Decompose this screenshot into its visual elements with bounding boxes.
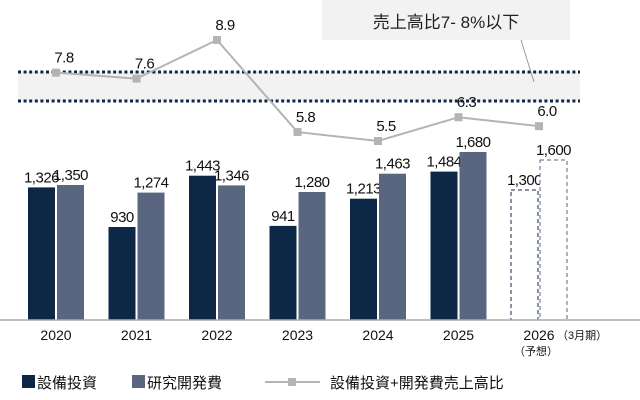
bar-capex-2021 [108, 227, 136, 320]
callout-box [322, 0, 570, 40]
ratio-point-2026 [535, 122, 543, 131]
x-tick-2024: 2024 [362, 327, 393, 343]
label-capex-2023: 941 [271, 208, 295, 225]
legend: 設備投資 研究開発費 設備投資+開発費売上高比 [22, 375, 504, 392]
ratio-point-2023 [293, 128, 302, 137]
bar-capex-2026 [510, 189, 539, 321]
label-capex-2022: 1,443 [185, 158, 220, 175]
label-rd-2020: 1,350 [53, 167, 88, 184]
ratio-point-2025 [454, 113, 463, 122]
label-rd-2021: 1,274 [133, 175, 168, 192]
x-tick-2020: 2020 [40, 327, 71, 343]
bar-capex-2023 [269, 225, 297, 320]
bar-rd-2022 [218, 185, 245, 320]
ratio-label-2022: 8.9 [215, 17, 235, 34]
x-tick-2026: 2026 [523, 327, 554, 343]
legend-marker-ratio [288, 378, 296, 386]
label-rd-2023: 1,280 [294, 174, 329, 191]
label-capex-2024: 1,213 [346, 181, 381, 198]
bar-rd-2026 [539, 159, 568, 321]
label-capex-2026: 1,300 [507, 172, 542, 189]
bar-rd-2023 [298, 192, 326, 320]
bar-rd-2021 [137, 192, 165, 320]
x-tick-2021: 2021 [121, 327, 152, 343]
ratio-point-2020 [52, 68, 60, 77]
x-tick-2023: 2023 [282, 327, 313, 343]
ratio-label-2020: 7.8 [54, 50, 74, 67]
legend-swatch-capex [22, 375, 35, 388]
callout-leader [520, 39, 535, 83]
bar-rd-2020 [57, 185, 84, 320]
ratio-point-2024 [374, 136, 382, 145]
x-tick-2025: 2025 [443, 327, 474, 343]
bar-rd-2024 [379, 173, 406, 320]
ratio-label-2025: 6.3 [457, 94, 477, 111]
ratio-label-2026: 6.0 [537, 103, 557, 120]
bar-rd-2025 [459, 152, 487, 320]
legend-label-capex: 設備投資 [37, 375, 97, 392]
bar-capex-2022 [189, 175, 216, 320]
legend-label-ratio: 設備投資+開発費売上高比 [330, 375, 504, 392]
x-tick-2022: 2022 [201, 327, 232, 343]
bar-capex-2024 [350, 198, 377, 320]
label-rd-2025: 1,680 [455, 134, 490, 151]
label-rd-2024: 1,463 [375, 156, 410, 173]
callout-text: 売上高比7- 8%以下 [373, 13, 519, 32]
legend-swatch-rd [132, 375, 145, 388]
label-capex-2020: 1,326 [24, 169, 59, 186]
bar-capex-2025 [430, 171, 458, 320]
label-capex-2021: 930 [110, 209, 134, 226]
ratio-label-2023: 5.8 [296, 109, 316, 126]
forecast-note: （予想） [514, 344, 558, 358]
x-tick-suffix: （3月期） [557, 329, 607, 342]
ratio-point-2021 [132, 74, 141, 83]
ratio-label-2021: 7.6 [135, 56, 155, 73]
label-capex-2025: 1,484 [426, 154, 461, 171]
ratio-point-2022 [213, 36, 221, 44]
ratio-label-2024: 5.5 [376, 118, 396, 135]
bar-capex-2020 [28, 187, 55, 320]
legend-label-rd: 研究開発費 [147, 375, 222, 392]
label-rd-2026: 1,600 [536, 142, 571, 159]
label-rd-2022: 1,346 [214, 167, 249, 184]
